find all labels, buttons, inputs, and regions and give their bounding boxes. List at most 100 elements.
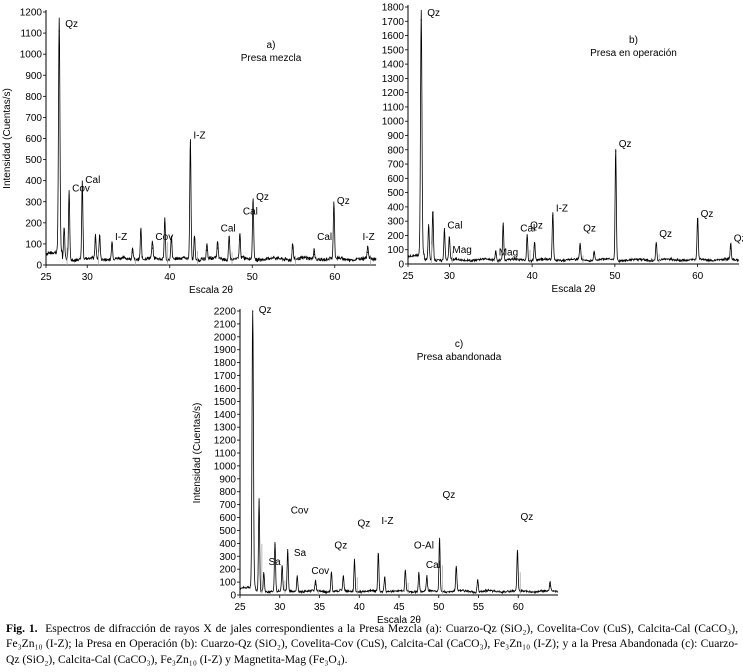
x-tick-label: 35 [314,602,326,613]
peak-point [477,581,479,583]
peak-annotation: Cal [221,223,236,234]
peak-point [296,577,298,579]
y-tick-label: 1300 [214,423,237,434]
peak-annotation: Qz [357,518,370,529]
peak-annotation: I-Z [381,516,393,527]
y-tick-label: 1800 [382,3,405,14]
y-tick-label: 800 [219,487,236,498]
peak-point [549,585,551,587]
peak-annotation: Cal [426,560,441,571]
x-tick-label: 30 [274,602,286,613]
y-tick-label: 1100 [20,29,42,40]
peak-point [443,231,446,234]
peak-point [495,253,497,255]
xrd-chart-presa-operacion: 0 100 200 300 400 500 600 700 800 900 1000 1100 1200… [365,0,743,298]
peak-point [353,562,356,564]
peak-point [534,244,536,247]
y-tick-label: 1400 [214,410,237,421]
y-tick-label: 100 [219,578,236,589]
x-tick-label: 25 [40,272,52,283]
peak-point [94,241,97,243]
peak-point [164,222,166,224]
peak-annotation: Cal [447,221,462,232]
peak-point [228,241,230,243]
peak-annotation: Qz [530,221,543,232]
y-tick-label: 1300 [382,74,405,85]
y-tick-label: 500 [219,526,236,537]
peak-point [455,568,457,570]
peak-point [367,251,369,253]
y-tick-label: 900 [219,474,236,485]
peak-point [217,247,219,249]
y-tick-label: 1600 [382,31,405,42]
y-axis-label: Intensidad (Cuentas/s) [192,403,203,504]
figure-caption: Fig. 1. Espectros de difracción de rayos… [6,622,738,666]
chart-svg: 0100200300400500600700800900100011001200… [382,3,743,296]
y-tick-label: 200 [219,565,236,576]
peak-annotation: I-Z [363,232,375,243]
peak-annotation: Cov [155,232,173,243]
peak-point [193,239,196,241]
y-tick-label: 200 [387,231,404,242]
panel-label: b) [629,35,638,46]
peak-annotation: Mag [499,248,518,259]
peak-annotation: Qz [659,229,672,240]
y-tick-label: 100 [25,239,42,250]
peak-point [287,553,289,555]
peak-annotation: Qz [734,233,743,244]
peak-annotation: Cov [291,506,309,517]
y-tick-label: 1500 [214,397,237,408]
x-tick-label: 25 [234,602,246,613]
y-tick-label: 600 [25,134,42,145]
x-tick-label: 30 [444,271,456,282]
peak-annotation: Qz [337,196,350,207]
x-tick-label: 40 [354,602,366,613]
peak-annotation: Mag [452,245,471,256]
y-tick-label: 300 [387,217,404,228]
peak-point [730,247,732,249]
peak-annotation: I-Z [556,203,568,214]
x-axis-label: Escala 2θ [189,285,233,296]
y-tick-label: 0 [36,261,42,272]
peak-point [420,19,422,21]
y-tick-label: 600 [387,174,404,185]
y-tick-label: 2000 [214,332,237,343]
peak-point [432,212,434,214]
peak-point [428,227,430,229]
xrd-chart-presa-abandonada: 0 100 200 300 400 500 600 700 800 900 1000 1100 1200… [190,300,562,626]
y-tick-label: 400 [387,202,404,213]
chart-svg: 0100200300400500600700800900100011001200… [2,8,377,296]
y-tick-label: 1100 [214,449,236,460]
peak-point [239,239,241,241]
peak-point [281,568,283,570]
panel-subtitle: Presa abandonada [417,352,502,363]
peak-point [314,584,317,586]
x-tick-label: 25 [402,271,414,282]
y-tick-label: 1100 [382,102,404,113]
peak-point [68,194,70,197]
x-tick-label: 60 [513,602,525,613]
y-tick-label: 800 [25,92,42,103]
y-tick-label: 200 [25,218,42,229]
y-tick-label: 900 [25,71,42,82]
peak-point [63,232,65,234]
peak-point [292,247,294,249]
x-axis-label: Escala 2θ [377,615,421,626]
peak-annotation: Cal [520,223,535,234]
peak-annotation: Qz [427,8,440,19]
peak-point [258,501,260,503]
x-tick-label: 50 [609,271,621,282]
spectrum-line [45,17,377,263]
peak-annotation: Cal [243,207,258,218]
peak-annotation: Sa [294,548,307,559]
peak-annotation: Cov [311,566,329,577]
peak-point [579,247,581,249]
chart-svg: 0100200300400500600700800900100011001200… [192,305,559,626]
peak-point [151,247,154,249]
y-tick-label: 500 [387,188,404,199]
panel-label: a) [267,40,276,51]
y-tick-label: 800 [387,145,404,156]
y-tick-label: 400 [219,539,236,550]
panel-label: c) [455,339,463,350]
peak-point [552,214,554,217]
